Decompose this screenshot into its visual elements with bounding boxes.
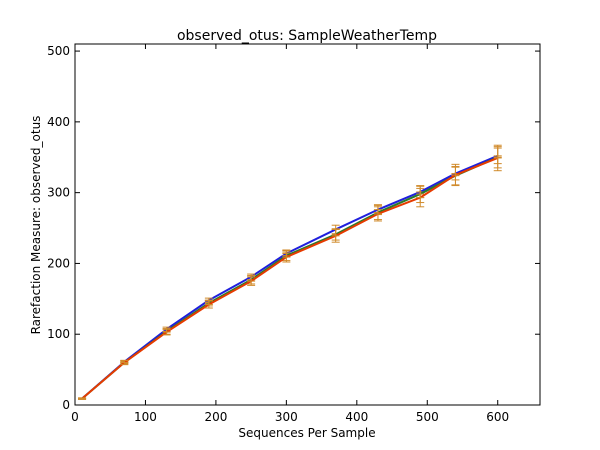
error-bar <box>493 144 502 172</box>
y-tick-label: 300 <box>47 186 70 200</box>
y-tick-label: 0 <box>62 398 70 412</box>
y-tick-label: 200 <box>47 256 70 270</box>
error-bar <box>451 163 460 187</box>
y-tick-label: 500 <box>47 44 70 58</box>
x-tick-label: 400 <box>345 410 368 424</box>
ticks-layer: 0 100 200 300 400 500 600 0 100 200 300 400 500 <box>47 44 540 424</box>
y-tick-label: 100 <box>47 327 70 341</box>
x-tick-label: 500 <box>416 410 439 424</box>
error-bar <box>78 397 87 400</box>
y-tick-label: 400 <box>47 115 70 129</box>
error-bar <box>204 300 213 309</box>
chart-title: observed_otus: SampleWeatherTemp <box>177 28 437 44</box>
series-warm <box>78 144 502 400</box>
x-tick-label: 600 <box>486 410 509 424</box>
error-bar <box>120 359 129 366</box>
x-axis-label: Sequences Per Sample <box>238 426 375 440</box>
x-tick-label: 200 <box>204 410 227 424</box>
x-tick-label: 100 <box>134 410 157 424</box>
error-bar <box>247 276 256 286</box>
x-tick-label: 300 <box>275 410 298 424</box>
error-bar <box>331 228 340 243</box>
error-bar <box>373 206 382 222</box>
plot-area <box>74 43 541 406</box>
x-tick-label: 0 <box>71 410 79 424</box>
error-bar <box>416 187 425 208</box>
y-axis-label: Rarefaction Measure: observed_otus <box>29 116 43 335</box>
error-bar <box>282 251 291 263</box>
error-bar <box>162 328 171 336</box>
series-layer <box>78 144 502 400</box>
